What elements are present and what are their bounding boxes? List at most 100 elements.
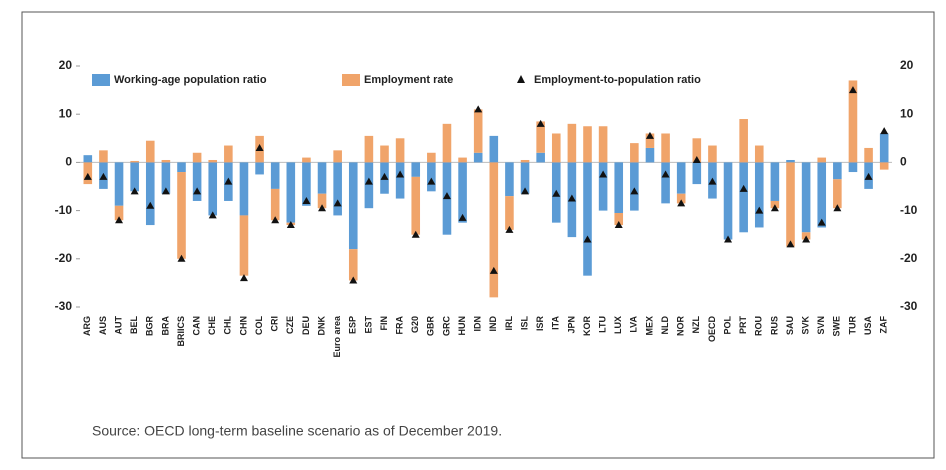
x-tick-label: GRC [441, 316, 451, 337]
marker [505, 225, 514, 233]
bar [427, 162, 436, 192]
bar [598, 162, 608, 211]
bar [333, 162, 342, 216]
bar [598, 126, 608, 163]
marker [770, 204, 779, 212]
x-tick-label: SWE [832, 316, 842, 337]
y-tick-label: 20 [59, 58, 73, 72]
marker [427, 177, 436, 185]
bar [317, 193, 327, 209]
bar [770, 162, 780, 201]
x-tick-label: LUX [613, 316, 623, 334]
x-tick-label: BRIICS [176, 316, 186, 347]
x-tick-label: NZL [691, 316, 701, 334]
x-tick-label: BEL [129, 315, 139, 334]
bar [161, 162, 171, 194]
bar [551, 133, 561, 163]
bar [286, 162, 296, 223]
bar [255, 162, 264, 175]
bar [801, 162, 811, 233]
marker [474, 105, 483, 113]
y2-tick-label: -30 [900, 299, 918, 313]
bar [676, 162, 686, 194]
x-tick-label: BGR [145, 316, 155, 337]
frame [21, 11, 935, 459]
bar [333, 150, 342, 163]
bar [130, 160, 139, 163]
bar [536, 121, 545, 153]
bar [302, 162, 311, 206]
legend-swatch [92, 74, 110, 86]
marker [724, 235, 733, 243]
x-tick-label: G20 [410, 316, 420, 333]
y2-tick-label: -20 [900, 251, 918, 265]
bar [630, 162, 639, 211]
bar [380, 145, 389, 163]
bar [114, 162, 124, 206]
legend-label: Employment rate [364, 74, 453, 86]
marker [146, 201, 155, 209]
bar [754, 145, 764, 163]
marker [442, 192, 451, 200]
x-tick-label: IND [488, 316, 498, 332]
bar [583, 126, 592, 163]
bar [114, 205, 124, 221]
bar [489, 162, 499, 298]
marker [802, 235, 811, 243]
bar [817, 162, 827, 228]
marker [708, 177, 717, 185]
x-tick-label: ROU [754, 316, 764, 336]
marker [255, 143, 264, 151]
marker [848, 86, 857, 94]
bar [754, 162, 764, 228]
marker [224, 177, 233, 185]
x-tick-label: CHN [238, 316, 248, 336]
bar [786, 159, 795, 163]
marker [364, 177, 373, 185]
marker [583, 235, 592, 243]
x-tick-label: USA [863, 316, 873, 336]
marker [833, 204, 842, 212]
x-tick-label: AUT [113, 316, 123, 335]
bar [676, 193, 686, 204]
marker [458, 213, 467, 221]
bar [270, 162, 280, 189]
x-tick-label: TUR [847, 316, 857, 335]
y-tick-label: 10 [59, 106, 73, 120]
y-tick-label: -10 [55, 203, 73, 217]
y-tick-label: -20 [55, 251, 73, 265]
bar [348, 249, 358, 281]
marker [661, 170, 670, 178]
bar [411, 176, 421, 235]
bar [395, 162, 405, 199]
x-tick-label: POL [722, 316, 732, 335]
bar [833, 162, 842, 180]
x-tick-label: LTU [597, 316, 607, 333]
marker [396, 170, 405, 178]
bar [879, 162, 889, 170]
x-tick-label: DNK [316, 316, 326, 336]
x-tick-label: IDN [473, 316, 483, 332]
marker [83, 172, 92, 180]
x-tick-label: JPN [566, 316, 576, 334]
marker [880, 127, 889, 135]
legend-swatch [342, 74, 360, 86]
marker [692, 155, 701, 163]
marker [177, 254, 186, 262]
x-tick-label: MEX [644, 316, 654, 336]
x-tick-label: NLD [660, 316, 670, 335]
marker [302, 196, 311, 204]
marker [271, 216, 280, 224]
x-tick-label: CRI [270, 316, 280, 332]
bar [567, 123, 577, 163]
x-tick-label: SVK [800, 316, 810, 335]
bar [583, 162, 592, 276]
bar [489, 135, 499, 163]
bar [83, 155, 93, 163]
bar [645, 133, 655, 148]
bar [864, 147, 873, 163]
bar [692, 162, 702, 185]
y2-tick-label: 10 [900, 106, 914, 120]
y2-tick-label: -10 [900, 203, 918, 217]
x-tick-label: LVA [629, 316, 639, 333]
